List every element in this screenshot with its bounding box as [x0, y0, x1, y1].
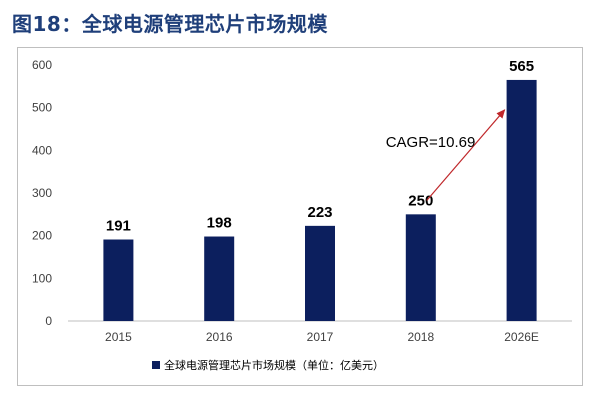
legend-swatch: [152, 361, 160, 369]
legend-label: 全球电源管理芯片市场规模（单位：亿美元）: [164, 358, 384, 372]
x-axis: 2015 2016 2017 2018 2026E: [105, 330, 539, 344]
x-tick-label: 2015: [105, 330, 132, 344]
y-tick-label: 200: [32, 229, 52, 243]
y-tick-label: 300: [32, 186, 52, 200]
y-tick-label: 600: [32, 58, 52, 72]
data-label: 191: [106, 218, 131, 235]
bar: [204, 236, 235, 321]
y-axis: 0 100 200 300 400 500 600: [32, 58, 52, 328]
bars-group: [103, 79, 537, 321]
data-label: 250: [408, 192, 433, 209]
x-tick-label: 2016: [206, 330, 233, 344]
y-tick-label: 500: [32, 101, 52, 115]
bar: [405, 214, 436, 321]
x-tick-label: 2018: [407, 330, 434, 344]
x-tick-label: 2017: [307, 330, 334, 344]
data-label: 198: [207, 215, 232, 232]
y-tick-label: 400: [32, 143, 52, 157]
data-label: 565: [509, 58, 534, 75]
x-tick-label: 2026E: [504, 330, 539, 344]
bar: [305, 225, 335, 321]
y-tick-label: 0: [45, 314, 52, 328]
cagr-arrow: [426, 109, 506, 201]
data-label: 223: [307, 204, 332, 221]
figure-title: 图18：全球电源管理芯片市场规模: [12, 12, 328, 36]
y-tick-label: 100: [32, 271, 52, 285]
chart-frame: [17, 47, 583, 386]
legend: 全球电源管理芯片市场规模（单位：亿美元）: [152, 358, 384, 372]
cagr-annotation: CAGR=10.69: [386, 134, 476, 151]
bar: [103, 239, 134, 321]
data-labels-group: 191 198 223 250 565: [106, 58, 534, 235]
bar: [506, 79, 537, 321]
